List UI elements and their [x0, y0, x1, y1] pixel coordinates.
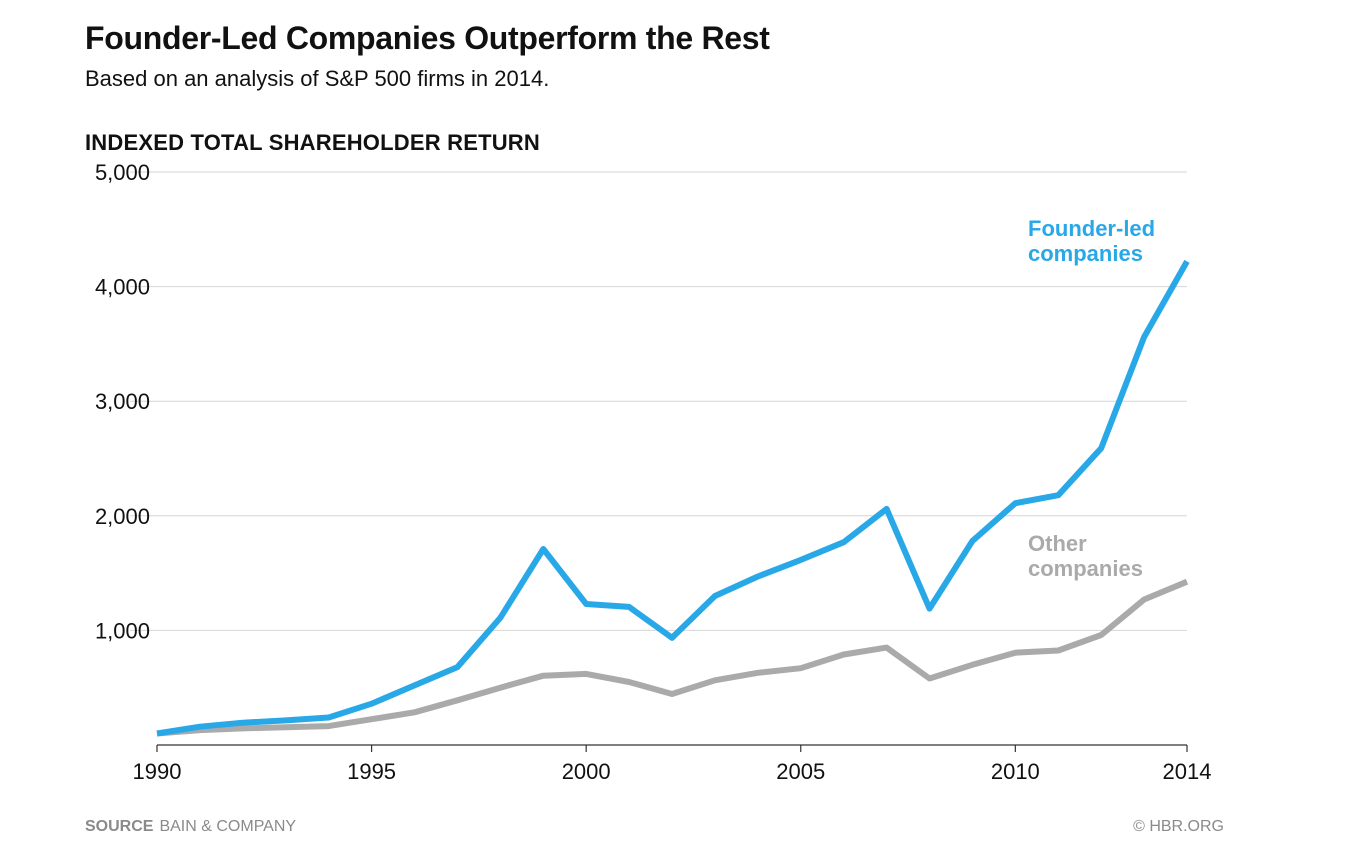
series-label-line: Founder-led	[1028, 216, 1155, 241]
y-tick-label: 5,000	[95, 160, 150, 185]
founder-led-label: Founder-led companies	[1028, 216, 1155, 266]
x-tick-label: 2014	[1163, 759, 1212, 784]
y-axis-label: INDEXED TOTAL SHAREHOLDER RETURN	[85, 130, 540, 155]
series-label-line: Other	[1028, 531, 1087, 556]
axes: 1,000 2,000 3,000 4,000 5,000 1990 1995 2000 200…	[95, 160, 1212, 784]
y-tick-label: 4,000	[95, 275, 150, 300]
x-tick-label: 1990	[133, 759, 182, 784]
chart-subtitle: Based on an analysis of S&P 500 firms in…	[85, 66, 550, 91]
y-tick-label: 3,000	[95, 389, 150, 414]
credit-note: © HBR.ORG	[1133, 818, 1224, 835]
other-companies-label: Other companies	[1028, 531, 1143, 581]
series-label-line: companies	[1028, 241, 1143, 266]
other-companies-series-line	[156, 578, 1189, 737]
y-tick-label: 2,000	[95, 504, 150, 529]
source-key: SOURCE	[85, 818, 154, 835]
x-tick-label: 2010	[991, 759, 1040, 784]
founder-led-series-line	[156, 259, 1190, 737]
chart-title: Founder-Led Companies Outperform the Res…	[85, 20, 770, 56]
x-tick-label: 2000	[562, 759, 611, 784]
source-note: SOURCE BAIN & COMPANY	[85, 818, 296, 836]
series-label-line: companies	[1028, 556, 1143, 581]
series-lines	[156, 259, 1190, 737]
x-tick-label: 2005	[776, 759, 825, 784]
gridlines	[130, 171, 1187, 631]
source-value: BAIN & COMPANY	[159, 818, 297, 835]
x-tick-label: 1995	[347, 759, 396, 784]
y-tick-label: 1,000	[95, 618, 150, 643]
